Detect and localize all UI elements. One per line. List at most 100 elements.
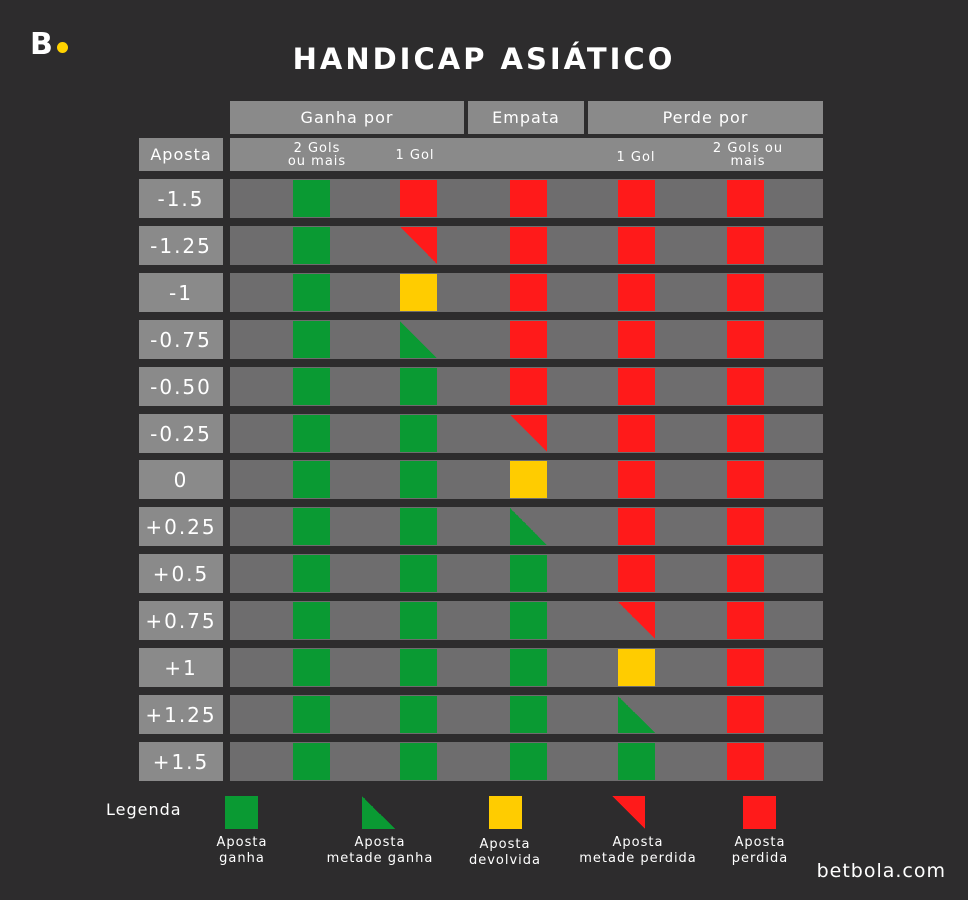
result-cell-perde-1-gol-loss	[618, 461, 655, 498]
result-cell-perde-1-gol-loss	[618, 227, 655, 264]
result-cell-perde-2-gols-loss	[727, 508, 764, 545]
result-cell-empata-win	[510, 649, 547, 686]
legend-label-half-loss: Aposta metade perdida	[579, 835, 697, 866]
result-cell-empata-win	[510, 696, 547, 733]
result-cell-perde-1-gol-half-win	[618, 696, 655, 733]
result-cell-ganha-2-gols-win	[293, 180, 330, 217]
result-cell-ganha-2-gols-win	[293, 321, 330, 358]
legend-title: Legenda	[106, 800, 182, 819]
result-cell-perde-2-gols-loss	[727, 274, 764, 311]
aposta-label: +0.5	[139, 554, 223, 593]
result-cell-perde-1-gol-loss	[618, 415, 655, 452]
result-cell-perde-2-gols-loss	[727, 368, 764, 405]
legend-label-loss: Aposta perdida	[731, 835, 789, 866]
result-cell-perde-2-gols-loss	[727, 180, 764, 217]
result-cell-perde-2-gols-loss	[727, 415, 764, 452]
header-ganha-por: Ganha por	[230, 101, 464, 134]
result-cell-ganha-1-gol-win	[400, 368, 437, 405]
result-cell-ganha-1-gol-loss	[400, 180, 437, 217]
result-cell-ganha-2-gols-win	[293, 274, 330, 311]
result-cell-ganha-1-gol-win	[400, 508, 437, 545]
result-cell-empata-win	[510, 602, 547, 639]
result-cell-perde-1-gol-loss	[618, 368, 655, 405]
result-cell-perde-1-gol-loss	[618, 180, 655, 217]
subheader-bar	[230, 138, 823, 171]
aposta-label: +0.75	[139, 601, 223, 640]
result-cell-ganha-1-gol-win	[400, 461, 437, 498]
aposta-label: 0	[139, 460, 223, 499]
result-cell-ganha-1-gol-half-loss	[400, 227, 437, 264]
logo-dot	[57, 42, 68, 53]
brand-url: betbola.com	[816, 860, 946, 882]
legend-swatch-refund	[489, 796, 522, 829]
result-cell-ganha-2-gols-win	[293, 743, 330, 780]
result-cell-perde-1-gol-half-loss	[618, 602, 655, 639]
result-cell-perde-1-gol-loss	[618, 555, 655, 592]
result-cell-ganha-2-gols-win	[293, 415, 330, 452]
result-cell-perde-2-gols-loss	[727, 696, 764, 733]
result-cell-perde-1-gol-loss	[618, 321, 655, 358]
result-cell-empata-win	[510, 555, 547, 592]
aposta-label: -1.5	[139, 179, 223, 218]
result-cell-ganha-1-gol-win	[400, 555, 437, 592]
result-cell-ganha-1-gol-win	[400, 743, 437, 780]
result-cell-ganha-1-gol-refund	[400, 274, 437, 311]
result-cell-perde-2-gols-loss	[727, 555, 764, 592]
betbola-logo: B	[30, 28, 72, 62]
result-cell-ganha-1-gol-win	[400, 649, 437, 686]
result-cell-ganha-2-gols-win	[293, 696, 330, 733]
legend-label-half-win: Aposta metade ganha	[326, 835, 434, 866]
aposta-label: +0.25	[139, 507, 223, 546]
result-cell-perde-2-gols-loss	[727, 227, 764, 264]
page-title: HANDICAP ASIÁTICO	[292, 42, 676, 76]
result-cell-empata-half-loss	[510, 415, 547, 452]
result-cell-ganha-1-gol-win	[400, 415, 437, 452]
result-cell-perde-1-gol-loss	[618, 508, 655, 545]
header-aposta: Aposta	[139, 138, 223, 171]
result-cell-empata-loss	[510, 274, 547, 311]
legend-label-win: Aposta ganha	[216, 835, 268, 866]
legend-label-refund: Aposta devolvida	[468, 837, 542, 868]
result-cell-ganha-2-gols-win	[293, 649, 330, 686]
aposta-label: -1	[139, 273, 223, 312]
legend-swatch-half-loss	[612, 796, 645, 829]
result-cell-ganha-2-gols-win	[293, 461, 330, 498]
subheader-perde-2-gols: 2 Gols ou mais	[712, 141, 784, 169]
result-cell-empata-half-win	[510, 508, 547, 545]
legend-swatch-half-win	[362, 796, 395, 829]
result-cell-empata-loss	[510, 227, 547, 264]
result-cell-ganha-1-gol-win	[400, 602, 437, 639]
legend-swatch-win	[225, 796, 258, 829]
logo-letter: B	[30, 27, 53, 62]
result-cell-perde-1-gol-loss	[618, 274, 655, 311]
result-cell-ganha-2-gols-win	[293, 602, 330, 639]
aposta-label: +1.25	[139, 695, 223, 734]
result-cell-perde-1-gol-win	[618, 743, 655, 780]
header-empata: Empata	[468, 101, 584, 134]
result-cell-empata-win	[510, 743, 547, 780]
aposta-label: -0.75	[139, 320, 223, 359]
result-cell-ganha-2-gols-win	[293, 508, 330, 545]
result-cell-ganha-1-gol-win	[400, 696, 437, 733]
aposta-label: -0.50	[139, 367, 223, 406]
aposta-label: +1.5	[139, 742, 223, 781]
aposta-label: +1	[139, 648, 223, 687]
result-cell-perde-2-gols-loss	[727, 461, 764, 498]
result-cell-empata-loss	[510, 321, 547, 358]
header-perde-por: Perde por	[588, 101, 823, 134]
result-cell-empata-loss	[510, 368, 547, 405]
result-cell-ganha-1-gol-half-win	[400, 321, 437, 358]
aposta-label: -1.25	[139, 226, 223, 265]
result-cell-perde-2-gols-loss	[727, 602, 764, 639]
subheader-ganha-2-gols: 2 Gols ou mais	[287, 141, 347, 169]
result-cell-perde-2-gols-loss	[727, 743, 764, 780]
result-cell-empata-loss	[510, 180, 547, 217]
subheader-perde-1-gol: 1 Gol	[616, 150, 656, 165]
result-cell-ganha-2-gols-win	[293, 368, 330, 405]
result-cell-perde-2-gols-loss	[727, 649, 764, 686]
legend-swatch-loss	[743, 796, 776, 829]
result-cell-empata-refund	[510, 461, 547, 498]
result-cell-ganha-2-gols-win	[293, 555, 330, 592]
aposta-label: -0.25	[139, 414, 223, 453]
result-cell-perde-1-gol-refund	[618, 649, 655, 686]
